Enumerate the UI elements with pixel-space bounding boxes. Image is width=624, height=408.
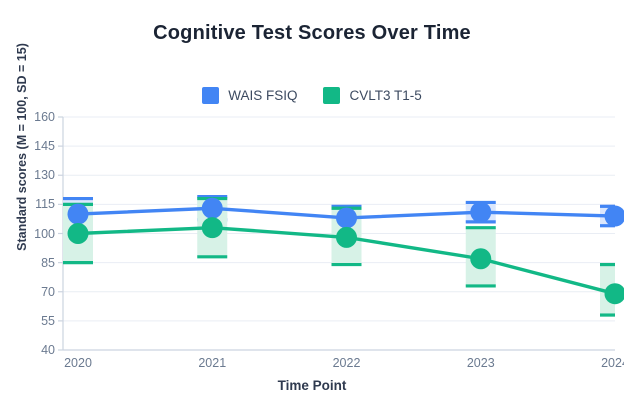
y-tick-label: 40 <box>41 343 55 357</box>
x-tick-label: 2023 <box>466 356 495 370</box>
y-tick-label: 160 <box>34 110 55 124</box>
x-tick-label: 2020 <box>64 356 92 370</box>
data-point-marker <box>470 201 492 223</box>
data-point-marker <box>604 283 624 305</box>
x-tick-label: 2022 <box>332 356 361 370</box>
data-point-marker <box>336 226 357 248</box>
y-tick-label: 100 <box>34 226 55 241</box>
y-tick-label: 85 <box>41 255 55 270</box>
data-point-marker <box>201 197 223 219</box>
x-tick-label: 2024 <box>601 356 624 370</box>
legend-swatch-icon <box>202 87 220 104</box>
y-tick-label: 55 <box>41 313 55 328</box>
data-point-marker <box>201 217 223 239</box>
legend-swatch-icon <box>323 87 341 104</box>
data-point-marker <box>67 223 89 244</box>
y-tick-label: 115 <box>35 197 55 212</box>
legend-item-label: WAIS FSIQ <box>228 88 298 103</box>
data-point-marker <box>604 205 624 227</box>
legend-item-cvlt3-t1-5[interactable]: CVLT3 T1-5 <box>323 87 422 104</box>
legend-item-wais-fsiq[interactable]: WAIS FSIQ <box>202 87 297 104</box>
legend-item-label: CVLT3 T1-5 <box>349 88 422 103</box>
data-point-marker <box>67 203 89 225</box>
y-tick-label: 145 <box>34 139 55 154</box>
y-tick-label: 70 <box>41 284 55 299</box>
x-axis-title: Time Point <box>277 378 347 393</box>
chart-title: Cognitive Test Scores Over Time <box>153 22 471 44</box>
y-tick-label: 130 <box>34 168 55 183</box>
x-tick-label: 2021 <box>198 356 227 370</box>
chart-legend: WAIS FSIQ CVLT3 T1-5 <box>0 87 624 104</box>
data-point-marker <box>470 248 492 270</box>
data-point-marker <box>336 207 357 229</box>
